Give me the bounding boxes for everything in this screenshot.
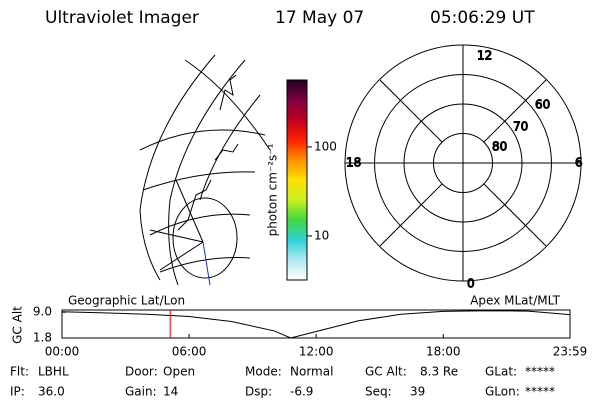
status-value: 8.3 Re: [420, 365, 458, 379]
y-label: GC Alt: [11, 306, 25, 344]
coastline: [177, 74, 239, 231]
x-tick-label: 00:00: [45, 345, 80, 359]
mlt-line: [483, 79, 547, 143]
status-value: -6.9: [290, 385, 313, 399]
mlt-line: [379, 79, 443, 143]
mlt-line: [379, 183, 443, 247]
status-label: Seq:: [365, 385, 392, 399]
x-tick-label: 18:00: [426, 345, 461, 359]
colorbar-label: photon cm⁻²s⁻¹: [266, 143, 280, 236]
status-label: Mode:: [245, 365, 282, 379]
map-line: [159, 241, 204, 271]
right-title: Apex MLat/MLT: [470, 294, 560, 308]
map-arc: [139, 129, 266, 151]
status-value: 36.0: [38, 385, 65, 399]
status-label: Dsp:: [245, 385, 272, 399]
polar-dial: 12 18 6 0 60 70 80: [344, 44, 583, 291]
date: 17 May 07: [275, 8, 364, 28]
mlt-label: 0: [467, 277, 475, 291]
map-arc: [159, 257, 251, 273]
status-value: LBHL: [38, 365, 69, 379]
map-arc: [199, 94, 261, 201]
lat-label: 80: [492, 140, 507, 154]
map-arc: [168, 59, 246, 286]
status-panel: Flt: LBHL Door: Open Mode: Normal GC Alt: 8.3 R…: [10, 365, 555, 399]
status-value: *****: [525, 365, 555, 379]
mlt-line: [483, 183, 547, 247]
colorbar-tick-label: 10: [314, 228, 329, 242]
status-value: *****: [525, 385, 555, 399]
status-label: Flt:: [10, 365, 29, 379]
status-value: Normal: [290, 365, 333, 379]
time: 05:06:29 UT: [430, 8, 535, 28]
map-arc: [184, 59, 271, 151]
mlt-label: 18: [346, 156, 361, 170]
instrument: Ultraviolet Imager: [45, 8, 199, 28]
status-label: IP:: [10, 385, 25, 399]
altitude-plot: Geographic Lat/Lon Apex MLat/MLT GC Alt …: [11, 294, 588, 359]
lat-label: 60: [535, 98, 550, 112]
map-arc: [149, 213, 251, 236]
left-title: Geographic Lat/Lon: [68, 294, 185, 308]
map-line: [202, 241, 211, 286]
map-line: [175, 179, 204, 243]
altitude-line: [61, 310, 570, 339]
mlt-label: 6: [575, 156, 583, 170]
status-value: 14: [163, 385, 178, 399]
map-arc: [142, 171, 256, 191]
status-value: 39: [410, 385, 425, 399]
map-arc: [139, 54, 216, 281]
map-ellipse: [172, 197, 238, 279]
map-line: [149, 229, 204, 243]
mlt-label: 12: [477, 49, 492, 63]
status-label: Gain:: [125, 385, 157, 399]
status-label: GC Alt:: [365, 365, 407, 379]
colorbar: photon cm⁻²s⁻¹ 10 100: [266, 79, 337, 281]
x-tick-label: 23:59: [553, 345, 588, 359]
status-value: Open: [163, 365, 195, 379]
colorbar-fill: [286, 79, 308, 281]
x-tick-label: 12:00: [299, 345, 334, 359]
colorbar-tick-label: 100: [314, 139, 337, 153]
geographic-map: [139, 54, 271, 286]
status-label: GLat:: [485, 365, 517, 379]
y-tick-label: 1.8: [33, 331, 52, 345]
status-label: GLon:: [485, 385, 520, 399]
x-tick-label: 06:00: [172, 345, 207, 359]
y-tick-label: 9.0: [33, 305, 52, 319]
status-label: Door:: [125, 365, 158, 379]
lat-label: 70: [513, 120, 528, 134]
